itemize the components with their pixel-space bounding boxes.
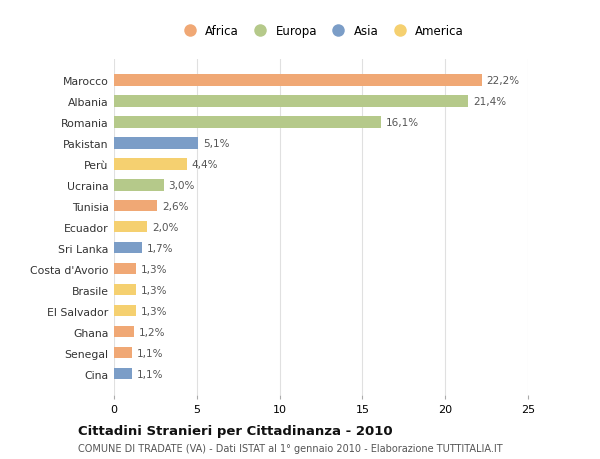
Bar [114,263,136,275]
Text: 1,3%: 1,3% [140,264,167,274]
Text: 2,6%: 2,6% [162,202,188,211]
Text: Cittadini Stranieri per Cittadinanza - 2010: Cittadini Stranieri per Cittadinanza - 2… [78,424,392,437]
Text: 16,1%: 16,1% [386,118,419,128]
Bar [114,96,469,107]
Bar [114,284,136,296]
Text: 1,2%: 1,2% [139,327,166,337]
Bar [114,221,147,233]
Bar [114,347,132,358]
Text: 1,3%: 1,3% [140,306,167,316]
Bar [114,368,132,380]
Bar [114,305,136,317]
Bar [114,138,199,149]
Text: 1,1%: 1,1% [137,369,164,379]
Bar [114,201,157,212]
Bar [114,242,142,254]
Text: 21,4%: 21,4% [473,96,506,106]
Bar [114,159,187,170]
Text: 1,7%: 1,7% [147,243,173,253]
Legend: Africa, Europa, Asia, America: Africa, Europa, Asia, America [178,25,464,38]
Bar [114,117,380,128]
Text: 1,3%: 1,3% [140,285,167,295]
Bar [114,75,482,86]
Text: 4,4%: 4,4% [192,159,218,169]
Text: 2,0%: 2,0% [152,222,178,232]
Text: 5,1%: 5,1% [203,139,230,148]
Text: 22,2%: 22,2% [487,76,520,86]
Text: 1,1%: 1,1% [137,348,164,358]
Text: COMUNE DI TRADATE (VA) - Dati ISTAT al 1° gennaio 2010 - Elaborazione TUTTITALIA: COMUNE DI TRADATE (VA) - Dati ISTAT al 1… [78,443,503,453]
Bar [114,326,134,338]
Text: 3,0%: 3,0% [169,180,195,190]
Bar [114,179,164,191]
